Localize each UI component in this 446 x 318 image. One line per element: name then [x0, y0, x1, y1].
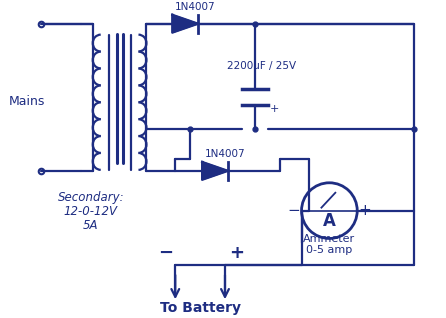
Text: +: + [270, 104, 279, 114]
Text: Mains: Mains [9, 95, 45, 108]
Text: 1N4007: 1N4007 [175, 2, 216, 12]
Polygon shape [172, 15, 198, 33]
Text: 2200uF / 25V: 2200uF / 25V [227, 61, 296, 72]
Text: −: − [158, 244, 173, 262]
Text: 0-5 amp: 0-5 amp [306, 245, 352, 255]
Text: 12-0-12V: 12-0-12V [64, 204, 118, 218]
Text: +: + [229, 244, 244, 262]
Text: Secondary:: Secondary: [58, 191, 124, 204]
Text: −: − [287, 203, 300, 218]
Text: To Battery: To Battery [160, 301, 241, 315]
Text: 1N4007: 1N4007 [205, 149, 246, 159]
Text: Ammeter: Ammeter [303, 234, 355, 245]
Polygon shape [202, 162, 228, 180]
Text: A: A [323, 211, 336, 230]
Text: +: + [359, 203, 372, 218]
Text: 5A: 5A [83, 218, 99, 232]
